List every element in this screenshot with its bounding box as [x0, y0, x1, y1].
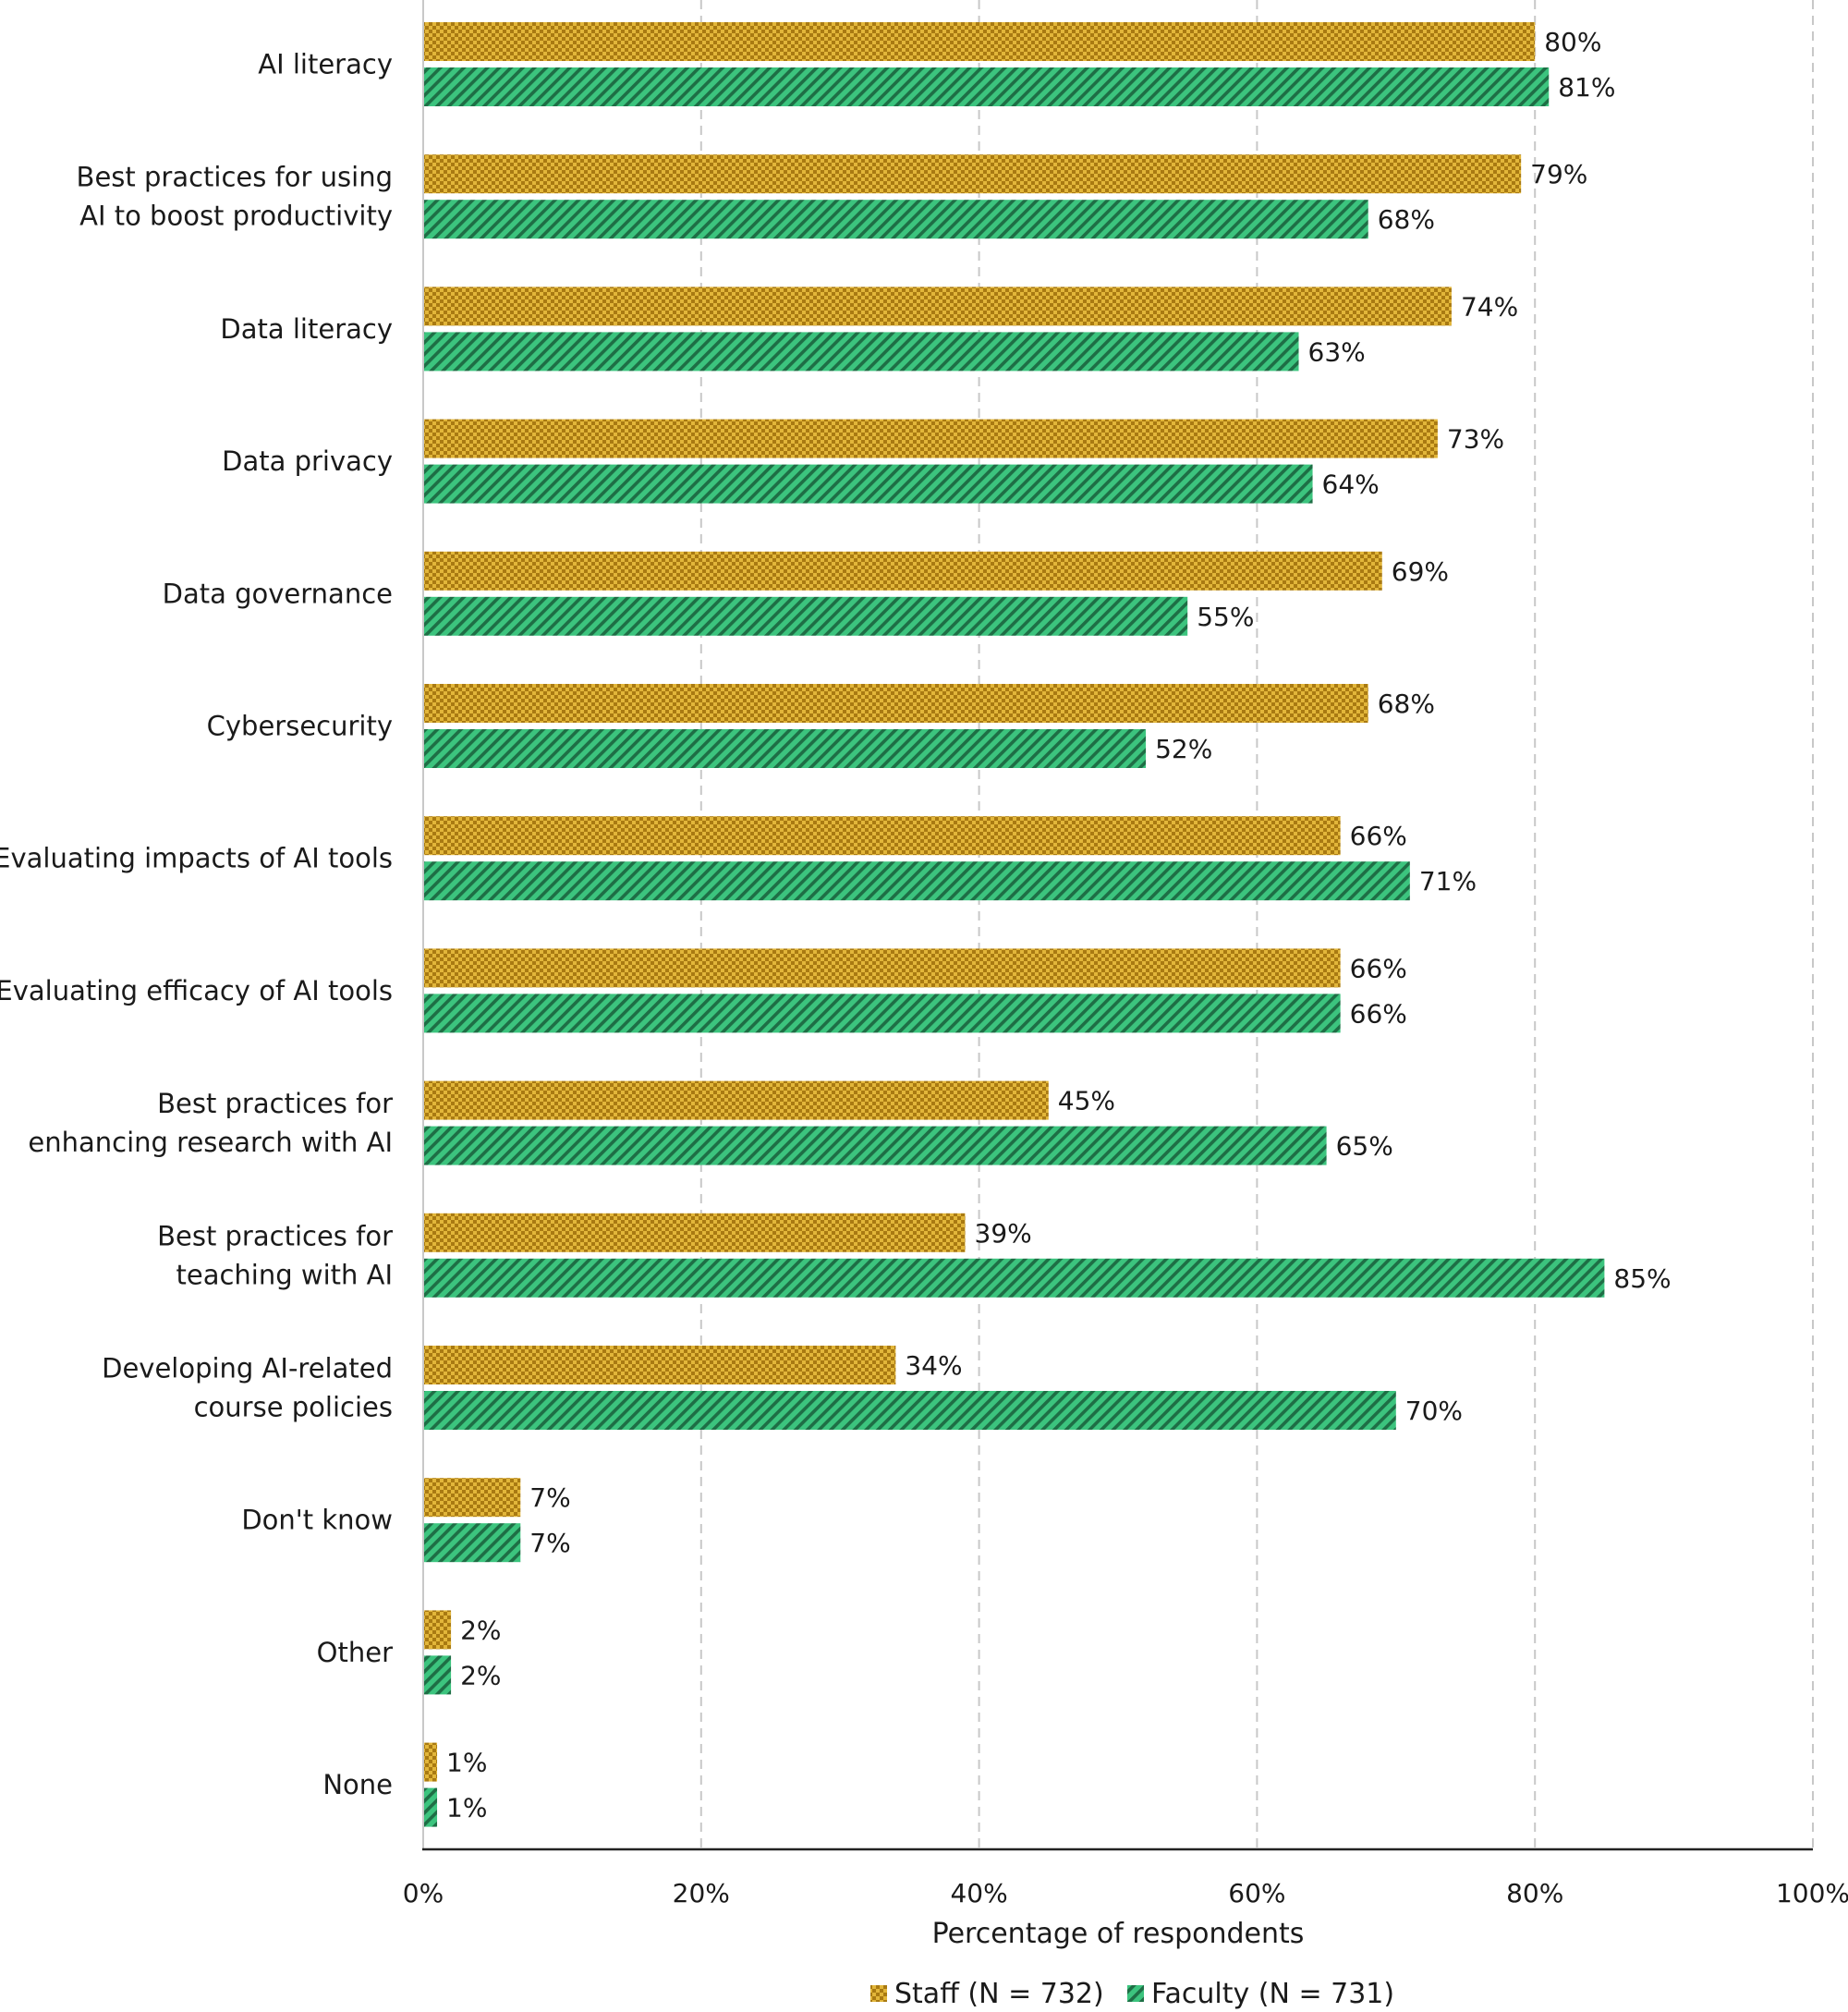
- staff-bar: [423, 287, 1452, 326]
- staff-bar: [423, 22, 1536, 61]
- faculty-bar: [423, 1258, 1605, 1298]
- faculty-bar: [423, 994, 1341, 1033]
- staff-bar: [423, 1742, 438, 1782]
- x-tick-label: 100%: [1776, 1878, 1848, 1908]
- category-label: Other: [317, 1637, 393, 1668]
- value-label: 2%: [460, 1615, 501, 1645]
- staff-bar: [423, 816, 1341, 856]
- value-label: 55%: [1197, 602, 1254, 632]
- value-label: 1%: [446, 1793, 487, 1823]
- category-label: Developing AI-related course policies: [102, 1353, 393, 1423]
- x-tick-label: 80%: [1506, 1878, 1563, 1908]
- category-label: Data privacy: [222, 445, 393, 477]
- legend-label-faculty: Faculty (N = 731): [1151, 1978, 1394, 2010]
- value-label: 2%: [460, 1660, 501, 1690]
- value-label: 1%: [446, 1748, 487, 1778]
- x-tick-label: 20%: [673, 1878, 730, 1908]
- value-label: 63%: [1308, 336, 1366, 367]
- value-label: 79%: [1530, 159, 1587, 189]
- category-label: None: [322, 1769, 393, 1800]
- category-label: Best practices for enhancing research wit…: [28, 1088, 393, 1158]
- faculty-bar: [423, 596, 1188, 636]
- staff-bar: [423, 154, 1522, 194]
- category-label: Evaluating impacts of AI tools: [0, 843, 393, 874]
- x-tick-label: 40%: [950, 1878, 1007, 1908]
- value-label: 74%: [1461, 291, 1518, 322]
- staff-bar: [423, 551, 1382, 591]
- value-label: 64%: [1322, 469, 1380, 500]
- category-label: Evaluating efficacy of AI tools: [0, 975, 393, 1006]
- faculty-bar: [423, 729, 1147, 768]
- staff-bar: [423, 684, 1368, 723]
- faculty-bar: [423, 1391, 1396, 1430]
- staff-bar: [423, 1610, 452, 1650]
- value-label: 52%: [1155, 734, 1212, 764]
- value-label: 7%: [529, 1482, 570, 1513]
- faculty-bar: [423, 332, 1299, 372]
- value-label: 7%: [529, 1528, 570, 1558]
- legend-label-staff: Staff (N = 732): [894, 1978, 1104, 2010]
- faculty-bar: [423, 1523, 521, 1563]
- x-axis: 0% 20% 40% 60% 80% 100%: [403, 0, 1848, 1908]
- value-label: 68%: [1378, 204, 1435, 235]
- value-label: 69%: [1392, 556, 1449, 587]
- faculty-bar: [423, 1126, 1327, 1165]
- category-label: Best practices for teaching with AI: [157, 1220, 393, 1290]
- faculty-bar: [423, 464, 1313, 504]
- value-label: 80%: [1544, 27, 1601, 57]
- value-label: 34%: [905, 1350, 962, 1381]
- value-label: 70%: [1405, 1396, 1463, 1426]
- value-label: 66%: [1350, 953, 1407, 983]
- legend-swatch-staff: [870, 1985, 887, 2002]
- labels: 80% 81% AI literacy 79% 68% Best practices fo…: [0, 27, 1672, 1823]
- value-label: 39%: [975, 1218, 1032, 1249]
- faculty-bar: [423, 861, 1410, 901]
- value-label: 85%: [1613, 1263, 1671, 1294]
- staff-bar: [423, 1478, 521, 1518]
- value-label: 73%: [1447, 424, 1504, 455]
- legend-swatch-faculty: [1127, 1985, 1144, 2002]
- category-label: Best practices for using AI to boost prod…: [77, 162, 393, 232]
- value-label: 81%: [1558, 72, 1615, 103]
- faculty-bar: [423, 200, 1368, 239]
- faculty-bar: [423, 67, 1550, 106]
- value-label: 66%: [1350, 821, 1407, 851]
- staff-bar: [423, 1213, 966, 1252]
- category-label: Don't know: [241, 1505, 393, 1536]
- x-tick-label: 0%: [403, 1878, 444, 1908]
- faculty-bar: [423, 1655, 452, 1695]
- x-axis-title: Percentage of respondents: [932, 1918, 1305, 1950]
- value-label: 71%: [1419, 866, 1477, 896]
- category-label: Data literacy: [220, 313, 393, 345]
- staff-bar: [423, 1346, 896, 1384]
- gridlines: [699, 0, 1814, 1849]
- value-label: 65%: [1336, 1131, 1393, 1162]
- x-tick-label: 60%: [1228, 1878, 1285, 1908]
- bars: [423, 22, 1605, 1827]
- legend: Staff (N = 732) Faculty (N = 731): [870, 1978, 1394, 2010]
- value-label: 45%: [1058, 1086, 1115, 1116]
- staff-bar: [423, 948, 1341, 988]
- staff-bar: [423, 1080, 1049, 1120]
- value-label: 66%: [1350, 998, 1407, 1029]
- category-label: AI literacy: [258, 49, 393, 80]
- category-label: Cybersecurity: [207, 711, 393, 742]
- value-label: 68%: [1378, 689, 1435, 719]
- faculty-bar: [423, 1787, 438, 1827]
- staff-bar: [423, 419, 1438, 458]
- category-label: Data governance: [163, 578, 393, 609]
